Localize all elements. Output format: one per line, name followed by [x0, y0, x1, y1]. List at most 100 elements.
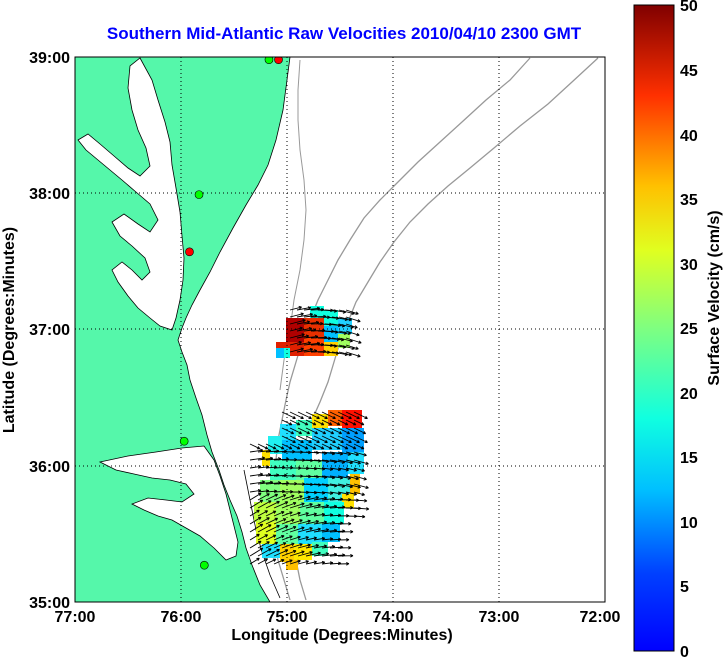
chart-title: Southern Mid-Atlantic Raw Velocities 201…	[107, 24, 582, 43]
lat-tick-label: 37:00	[29, 322, 70, 339]
velocity-arrow	[289, 347, 304, 353]
velocity-arrow	[249, 557, 260, 565]
velocity-arrow	[289, 435, 304, 444]
radar-station-marker	[274, 57, 283, 65]
velocity-arrow	[273, 443, 285, 450]
colorbar-tick-label: 15	[680, 450, 698, 467]
velocity-arrow	[289, 543, 303, 549]
velocity-arrow	[353, 483, 369, 489]
velocity-arrow	[297, 519, 311, 525]
velocity-arrow	[353, 491, 365, 496]
velocity-arrow	[289, 526, 305, 533]
velocity-arrow	[265, 500, 280, 509]
velocity-arrow	[345, 427, 359, 435]
velocity-arrow	[353, 451, 367, 457]
velocity-arrow	[345, 337, 362, 344]
velocity-arrow	[289, 340, 302, 346]
velocity-arrow	[289, 305, 302, 311]
velocity-arrow	[337, 427, 351, 435]
velocity-arrow	[329, 443, 341, 450]
colorbar-tick-label: 45	[680, 63, 698, 80]
velocity-arrow	[265, 534, 277, 541]
velocity-arrow	[281, 518, 295, 525]
velocity-arrow	[297, 527, 313, 533]
map-grid	[75, 57, 605, 602]
velocity-arrow	[345, 451, 359, 457]
velocity-arrow	[345, 309, 359, 315]
velocity-arrow	[353, 507, 370, 511]
velocity-arrow	[257, 541, 270, 549]
velocity-arrow	[273, 542, 287, 549]
velocity-arrow	[353, 435, 368, 444]
velocity-arrow	[257, 548, 272, 557]
velocity-arrow	[297, 427, 311, 435]
lat-tick-label: 38:00	[29, 186, 70, 203]
colorbar-tick-label: 0	[680, 644, 689, 659]
lon-tick-label: 72:00	[580, 609, 621, 626]
velocity-arrow	[273, 501, 289, 509]
velocity-arrow	[281, 494, 295, 501]
colorbar-tick-label: 25	[680, 321, 698, 338]
velocity-arrow	[353, 411, 368, 420]
velocity-arrow	[345, 419, 357, 426]
velocity-arrow	[305, 527, 321, 533]
velocity-arrow	[321, 411, 336, 420]
velocity-arrow	[337, 522, 352, 526]
velocity-arrow	[337, 553, 354, 558]
velocity-arrow	[273, 549, 289, 557]
velocity-arrow	[337, 419, 349, 426]
plot-frame	[74, 56, 606, 603]
velocity-arrow	[337, 435, 352, 444]
velocity-vectors	[249, 305, 370, 566]
velocity-arrow	[337, 411, 352, 420]
velocity-arrow	[297, 435, 312, 444]
velocity-arrow	[337, 546, 352, 550]
velocity-arrow	[305, 503, 321, 509]
velocity-arrow	[297, 503, 313, 509]
velocity-arrow	[289, 312, 304, 318]
velocity-arrow	[305, 411, 320, 420]
velocity-arrow	[281, 549, 297, 557]
lon-tick-label: 73:00	[479, 609, 520, 626]
radar-station-marker	[179, 436, 189, 446]
velocity-arrow	[305, 435, 320, 444]
velocity-arrow	[249, 540, 262, 549]
lon-tick-label: 74:00	[373, 609, 414, 626]
velocity-arrow	[296, 312, 314, 318]
velocity-arrow	[337, 529, 354, 534]
chesapeake-bay	[77, 57, 185, 331]
velocity-arrow	[297, 443, 309, 450]
velocity-arrow	[305, 560, 318, 565]
colorbar-tick-label: 30	[680, 257, 698, 274]
lon-tick-label: 75:00	[267, 609, 308, 626]
velocity-arrow	[249, 533, 260, 541]
velocity-arrow	[345, 411, 360, 420]
velocity-arrow	[289, 535, 301, 541]
velocity-arrow	[297, 543, 311, 549]
velocity-arrow	[353, 419, 365, 426]
velocity-arrow	[305, 520, 319, 525]
velocity-arrow	[289, 411, 304, 420]
velocity-arrow	[289, 511, 301, 517]
pamlico-sound	[98, 445, 239, 561]
velocity-arrow	[353, 514, 366, 519]
velocity-arrow	[321, 435, 336, 444]
velocity-arrow	[353, 475, 367, 481]
velocity-arrow	[289, 427, 303, 435]
velocity-arrow	[305, 419, 317, 426]
velocity-arrow	[337, 538, 350, 542]
lat-tick-label: 36:00	[29, 459, 70, 476]
velocity-arrow	[321, 443, 333, 450]
velocity-arrow	[289, 519, 303, 525]
velocity-arrow	[281, 511, 293, 517]
velocity-arrow	[289, 326, 303, 332]
lat-tick-label: 39:00	[29, 50, 70, 67]
velocity-arrow	[249, 509, 260, 517]
velocity-arrow	[305, 544, 319, 549]
velocity-arrow	[296, 306, 312, 311]
velocity-arrow	[297, 495, 311, 501]
velocity-arrow	[289, 443, 301, 450]
velocity-arrow	[281, 501, 297, 509]
velocity-arrow	[313, 427, 327, 435]
velocity-arrow	[265, 558, 277, 565]
